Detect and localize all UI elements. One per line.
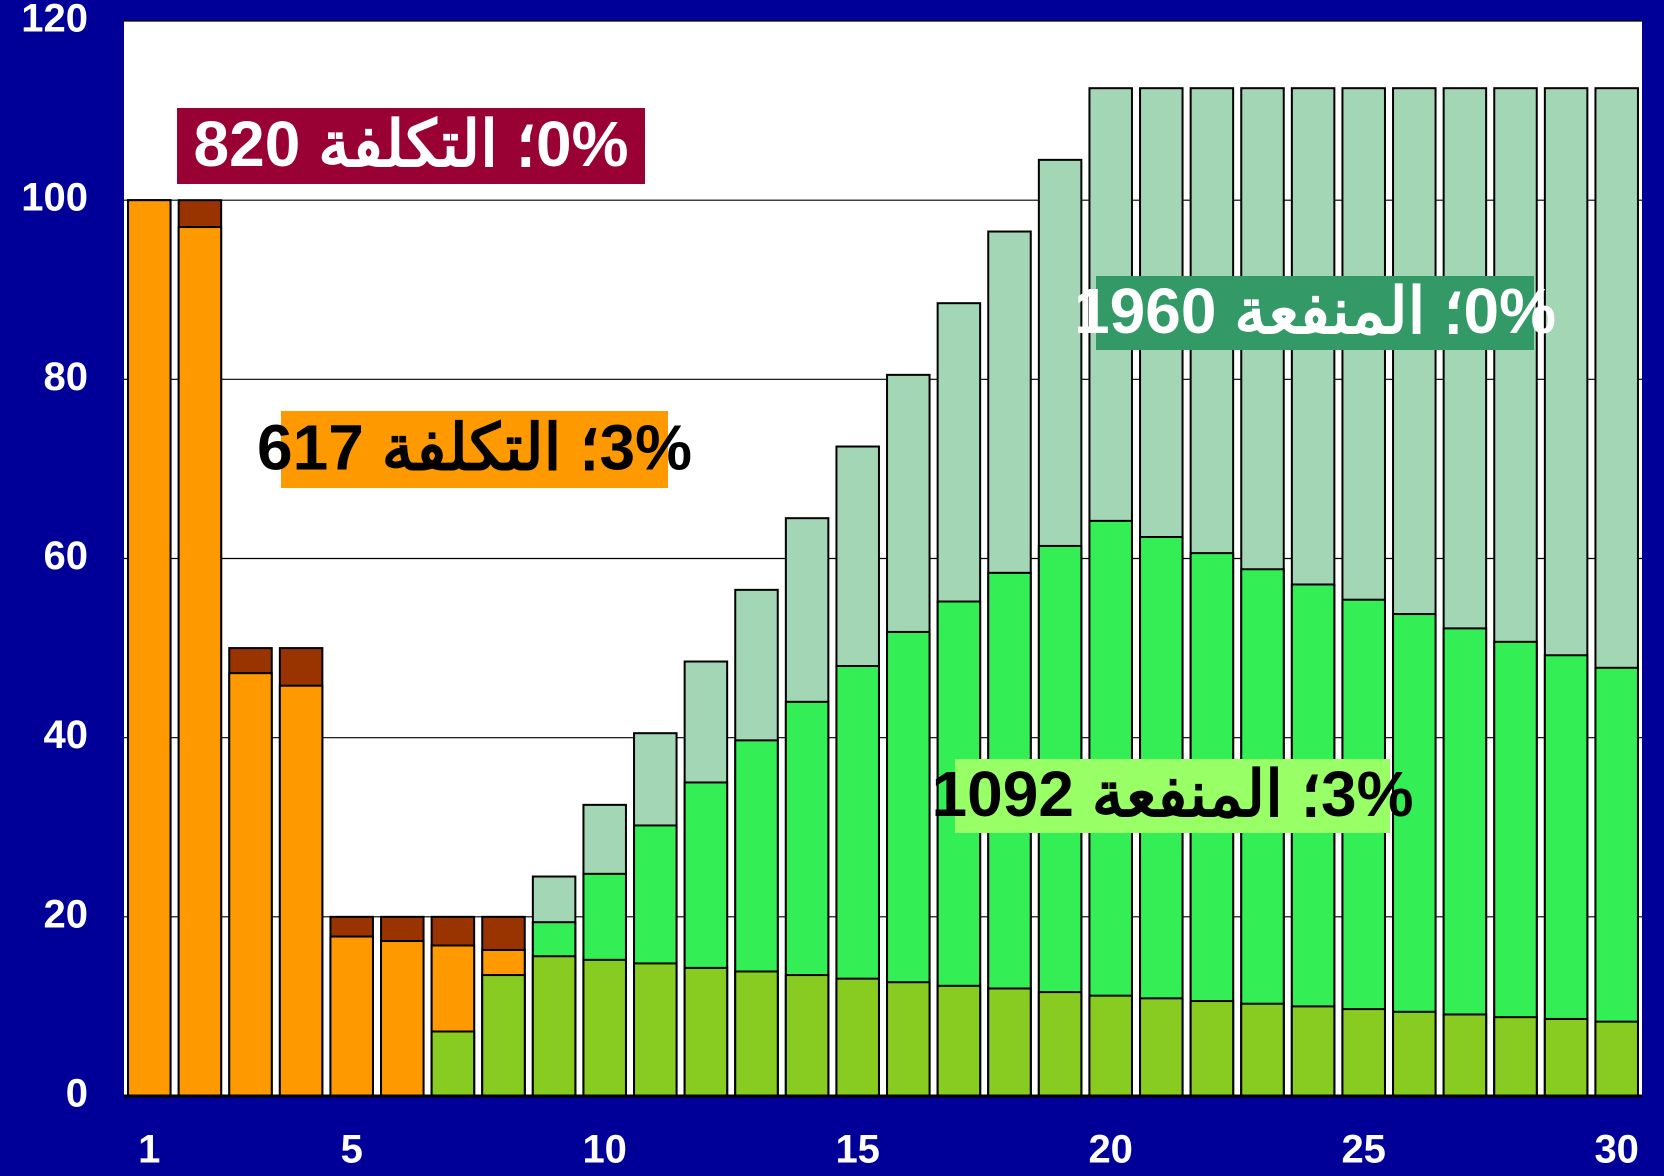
series-label: 3%؛ التكلفة 617 [257,411,692,483]
y-tick-label: 20 [44,892,89,936]
label-box [281,411,668,488]
bar [329,935,374,1098]
bar [177,226,223,1097]
bar [278,684,324,1097]
x-tick-label: 5 [341,1128,363,1172]
x-tick-label: 30 [1594,1128,1639,1172]
y-tick-label: 120 [21,0,88,41]
bar [936,984,982,1097]
bar [481,974,526,1097]
bar [886,981,931,1098]
bar [987,987,1032,1097]
series-label: 3%؛ المنفعة 1092 [932,758,1414,830]
bar [683,966,729,1097]
x-tick-label: 15 [835,1128,880,1172]
bar [1392,1010,1437,1098]
bar [531,955,577,1097]
bar [127,199,172,1097]
label-box [955,759,1390,833]
y-tick-label: 60 [44,534,89,578]
bar [1341,1008,1386,1098]
bar [430,1030,476,1097]
bar [1037,991,1083,1097]
series-label: 0%؛ التكلفة 820 [194,108,629,180]
label-box [1096,276,1534,350]
bar [1240,1002,1285,1098]
series-label: 0%؛ المنفعة 1960 [1074,275,1556,347]
bar [784,974,830,1097]
x-tick-label: 10 [582,1128,627,1172]
bar [1493,1016,1538,1098]
bar [1543,1017,1589,1097]
bar [1088,994,1133,1098]
bar [835,977,880,1097]
x-tick-label: 1 [138,1128,160,1172]
bar [380,940,425,1097]
bar [582,958,627,1097]
y-tick-label: 40 [44,713,89,757]
bar [1290,1005,1336,1098]
y-tick-label: 100 [21,176,88,220]
x-tick-label: 25 [1341,1128,1386,1172]
bar [633,962,678,1098]
x-tick-label: 20 [1088,1128,1133,1172]
bar [1594,1020,1639,1097]
bar [1139,997,1184,1098]
bar [1189,1000,1235,1098]
bar [1442,1013,1488,1098]
bar [734,970,779,1098]
bar [228,672,273,1098]
y-tick-label: 80 [44,355,89,399]
label-box [177,108,645,184]
y-tick-label: 0 [66,1072,88,1116]
